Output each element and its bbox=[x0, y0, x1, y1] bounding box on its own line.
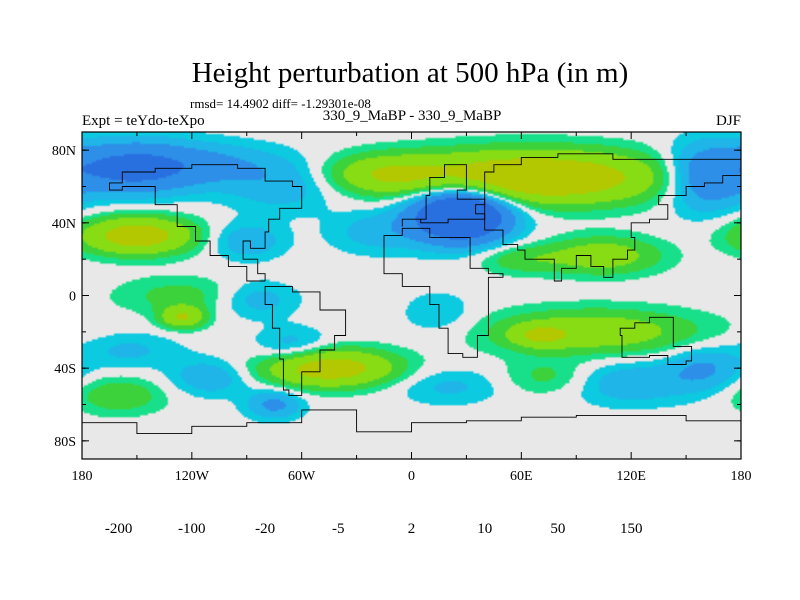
axes: 180 120W 60W 0 60E 120E 180 80N 40N 0 40S 80S bbox=[52, 132, 752, 484]
contour-field bbox=[82, 132, 741, 459]
chart-title: Height perturbation at 500 hPa (in m) bbox=[192, 57, 629, 89]
coastlines bbox=[82, 153, 741, 459]
colorbar-label: 50 bbox=[550, 521, 565, 537]
coastline bbox=[383, 227, 504, 358]
colorbar-label: 150 bbox=[620, 521, 643, 537]
coastline bbox=[475, 153, 741, 282]
coastline bbox=[109, 164, 303, 282]
coastline bbox=[264, 285, 347, 396]
x-tick-label: 60W bbox=[288, 469, 316, 484]
x-tick-label: 180 bbox=[72, 469, 93, 484]
colorbar-label: 2 bbox=[408, 521, 416, 537]
x-tick-label: 0 bbox=[408, 469, 415, 484]
x-tick-label: 180 bbox=[731, 469, 752, 484]
colorbar: -200 -100 -20 -5 2 10 50 150 bbox=[105, 521, 643, 537]
coastline bbox=[82, 409, 741, 459]
colorbar-label: -200 bbox=[105, 521, 133, 537]
y-tick-label: 80S bbox=[54, 435, 76, 450]
colorbar-label: -100 bbox=[178, 521, 206, 537]
y-tick-label: 80N bbox=[52, 144, 76, 159]
case-label: 330_9_MaBP - 330_9_MaBP bbox=[323, 108, 502, 124]
y-tick-label: 40S bbox=[54, 362, 76, 377]
y-tick-label: 0 bbox=[69, 290, 76, 305]
y-tick-label: 40N bbox=[52, 217, 76, 232]
colorbar-label: -5 bbox=[332, 521, 345, 537]
map-panel: 180 120W 60W 0 60E 120E 180 80N 40N 0 40S 80S bbox=[52, 131, 752, 484]
coastline bbox=[401, 164, 486, 227]
x-tick-label: 120W bbox=[175, 469, 210, 484]
colorbar-label: 10 bbox=[477, 521, 492, 537]
season-label: DJF bbox=[716, 113, 741, 129]
colorbar-label: -20 bbox=[255, 521, 275, 537]
stats-label: rmsd= 14.4902 diff= -1.29301e-08 bbox=[190, 96, 371, 111]
x-tick-label: 120E bbox=[616, 469, 646, 484]
coastline bbox=[619, 316, 693, 365]
x-tick-label: 60E bbox=[510, 469, 533, 484]
experiment-label: Expt = teYdo-teXpo bbox=[82, 113, 205, 129]
